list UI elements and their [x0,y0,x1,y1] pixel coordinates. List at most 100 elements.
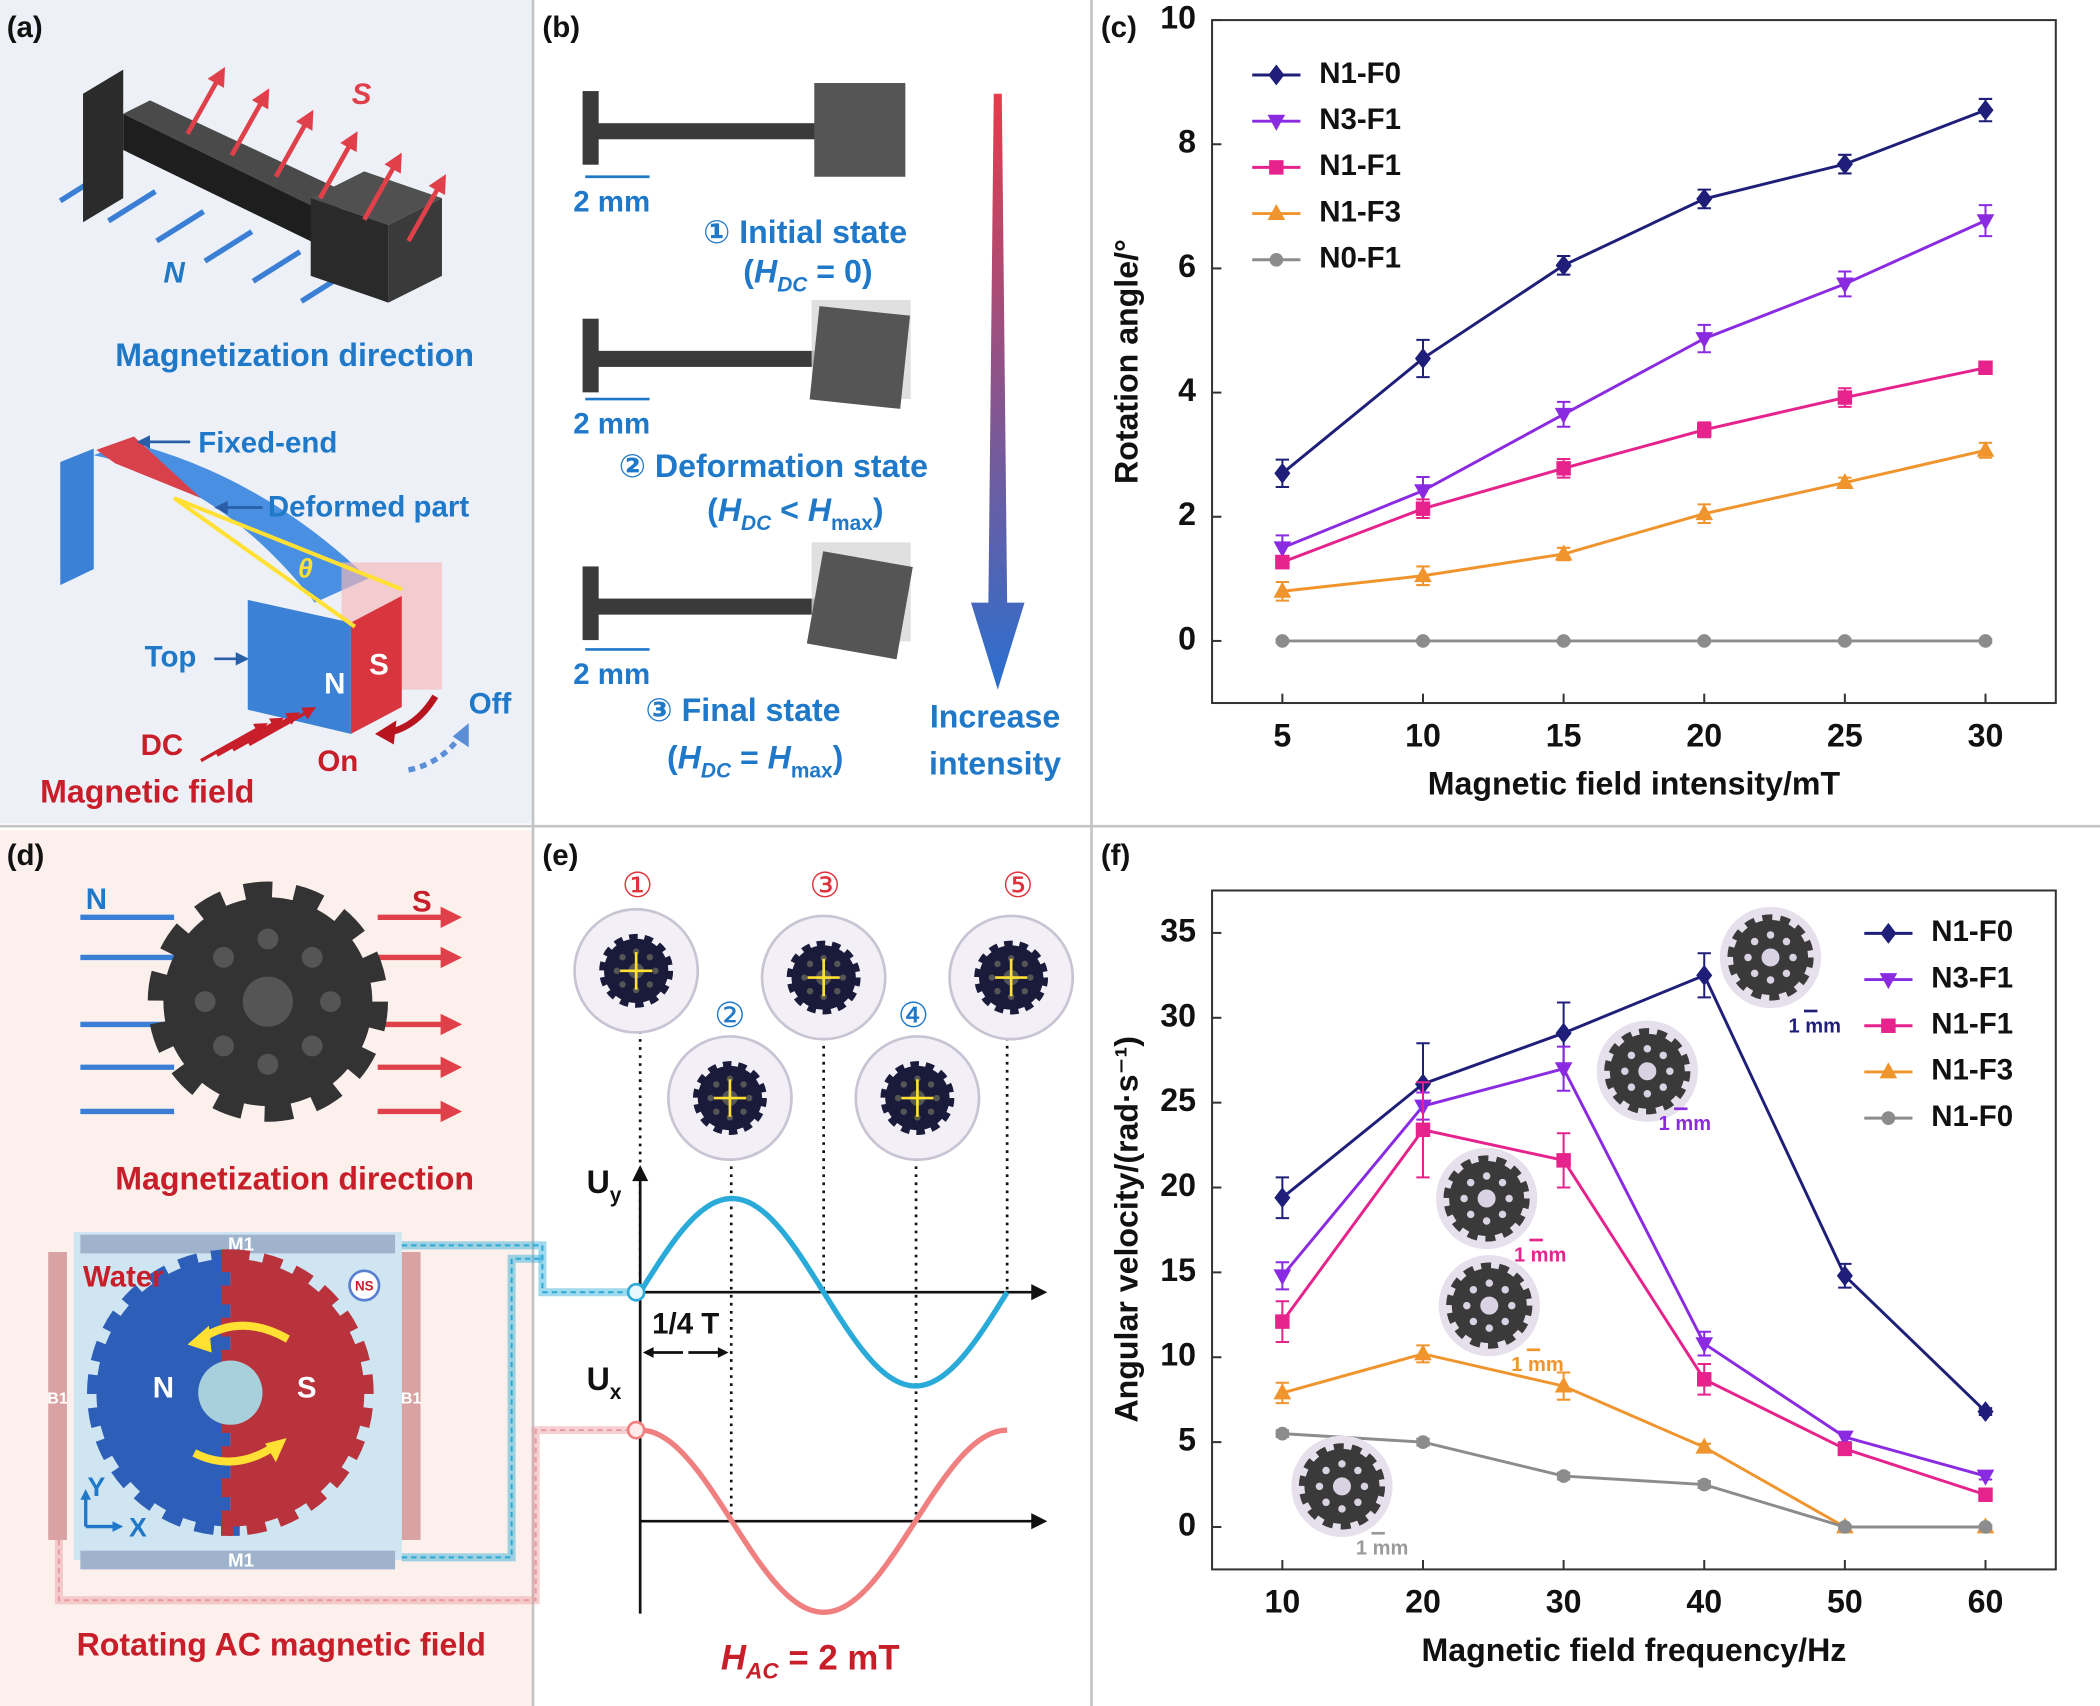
arrow-head [1031,1513,1048,1530]
y-tick-label: 25 [1160,1082,1196,1118]
panel-label: (a) [7,11,43,44]
marker [1416,634,1430,648]
gear-hole [933,1094,940,1102]
legend-marker [1881,1111,1896,1125]
axis-letter: X [129,1512,147,1542]
scale-label: 1 mm [1514,1244,1566,1266]
gear-hole [713,1108,720,1115]
marker [1695,1337,1714,1354]
caption: Magnetization direction [115,1161,474,1197]
field-line [107,189,157,224]
pole-label: S [297,1372,317,1405]
gear-hole [1643,1045,1652,1053]
series-line [1282,1432,1986,1529]
series-line [1281,973,1987,1413]
pole-label: N [153,1372,174,1405]
gear-hole [257,928,279,950]
text-part: U [587,1361,610,1397]
gear-hole [213,1035,234,1057]
magnet-bar-top [123,100,365,212]
marker [1275,1314,1290,1329]
coil [48,1252,67,1540]
block-n [247,599,351,734]
gear-hole [1021,960,1029,968]
x-tick-label: 10 [1405,717,1441,753]
annotation: Deformed part [268,491,470,524]
legend-marker [1267,114,1286,131]
gear-hole [646,981,654,988]
arrow-head [112,1521,124,1532]
y-tick-label: 4 [1178,372,1196,408]
marker [1837,390,1853,405]
scale-label: 2 mm [573,185,650,218]
gear-hole [1354,1498,1362,1507]
legend-marker [1269,160,1284,175]
marker [1273,1383,1292,1400]
x-tick-label: 20 [1405,1584,1441,1620]
gear-hole [1021,987,1029,995]
marker [1977,1401,1994,1423]
gear-hole [740,1081,747,1088]
legend-label: N1-F1 [1931,1008,2013,1041]
text-part: = [731,740,768,776]
gear-hole [632,948,640,955]
gear-hole [301,946,323,968]
marker [1275,634,1290,648]
gear-hub [234,968,302,1036]
text-part: H [768,740,792,776]
x-tick-label: 30 [1546,1584,1582,1620]
gear-hole [1498,1210,1507,1219]
text-part: max [791,760,833,783]
gear-hole [1463,1301,1471,1310]
panel-label: (e) [542,839,578,872]
gear-hole [914,1075,921,1082]
axis-title: Ux [587,1361,622,1404]
y-tick-label: 20 [1160,1167,1196,1203]
x-tick-label: 40 [1686,1584,1722,1620]
specimen-bar [595,123,824,140]
scale-label: 2 mm [573,658,650,691]
arrow-head [187,1325,212,1353]
caption: Rotating AC magnetic field [77,1627,486,1663]
magnet-bar-front [123,113,325,248]
pole-label: S [412,886,432,919]
gear-hole [1007,955,1015,962]
specimen-bar [595,350,824,367]
marker [1977,99,1994,121]
text-part: = 0) [807,254,872,290]
icon-label: NS [355,1278,374,1293]
text-part: H [718,492,742,528]
marker [1695,504,1714,521]
caption: HAC = 2 mT [721,1639,900,1684]
field-arrow [406,186,441,243]
text-part: ) [833,740,844,776]
panel-label: (f) [1101,839,1130,872]
gear-hole [900,1108,907,1115]
marker [1274,462,1291,484]
marker [1414,1344,1432,1361]
coil-label: M1 [228,1549,254,1570]
field-arrow [362,164,397,221]
coil [401,1252,421,1540]
marker [1697,422,1712,438]
pole-label: N [324,667,345,700]
gear-hole [1354,1466,1362,1475]
state-title: ③ Final state [646,692,841,728]
marker [1275,554,1290,570]
gear-hole [820,955,827,962]
panel-label: (d) [7,839,45,872]
caption: Magnetic field [40,774,254,810]
cable [401,1244,630,1294]
arrow-head [440,946,463,969]
series-line [1281,366,1986,564]
step-label: ③ [809,866,840,905]
y-tick-label: 15 [1160,1252,1196,1288]
specimen-pad [806,551,913,660]
gear-hole [213,946,234,968]
cable [57,1429,630,1602]
state-condition: (HDC < Hmax) [707,492,883,535]
field-arrow [200,726,260,763]
arrow-head [235,652,250,666]
arrow-head [296,109,314,131]
